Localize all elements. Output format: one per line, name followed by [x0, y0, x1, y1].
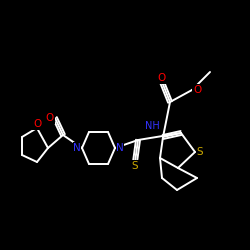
Text: O: O	[46, 113, 54, 123]
Text: S: S	[132, 161, 138, 171]
Text: O: O	[33, 119, 41, 129]
Text: O: O	[158, 73, 166, 83]
Text: N: N	[73, 143, 81, 153]
Text: S: S	[197, 147, 203, 157]
Text: N: N	[116, 143, 124, 153]
Text: O: O	[193, 85, 201, 95]
Text: NH: NH	[144, 121, 160, 131]
